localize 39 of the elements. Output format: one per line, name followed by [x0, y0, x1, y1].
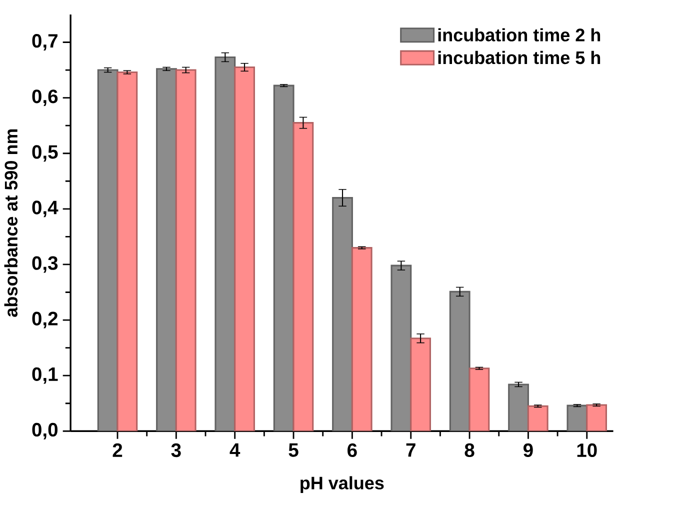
- x-tick-label: 5: [288, 443, 298, 457]
- y-tick-label: 0,3: [32, 256, 58, 273]
- bar: [234, 66, 255, 432]
- bar: [214, 56, 236, 432]
- legend-label: incubation time 2 h: [438, 28, 600, 42]
- y-tick-label: 0,2: [32, 312, 58, 328]
- x-tick-label: 3: [171, 443, 181, 458]
- y-tick-label: 0,0: [32, 422, 58, 440]
- y-tick-label: 0,5: [32, 145, 58, 162]
- bar: [468, 368, 490, 432]
- bar: [527, 405, 548, 432]
- x-tick-label: 2: [112, 443, 122, 457]
- bar: [449, 290, 470, 432]
- bar: [508, 384, 529, 432]
- x-tick-label: 10: [577, 443, 597, 457]
- x-tick-label: 7: [406, 443, 416, 457]
- x-axis-title: pH values: [300, 476, 384, 493]
- bar: [97, 69, 118, 432]
- x-tick-label: 6: [348, 443, 357, 457]
- bar: [292, 122, 314, 432]
- y-tick-label: 0,4: [32, 200, 58, 218]
- bar: [175, 69, 196, 432]
- legend-label: incubation time 5 h: [438, 50, 600, 64]
- bar: [273, 84, 294, 432]
- x-tick-label: 4: [230, 443, 240, 457]
- y-tick-label: 0,7: [32, 34, 58, 50]
- bar: [351, 246, 372, 432]
- x-tick-label: 9: [524, 443, 533, 457]
- bar: [410, 338, 431, 432]
- bar: [586, 404, 608, 432]
- y-tick-label: 0,1: [32, 367, 58, 384]
- y-tick-label: 0,6: [32, 89, 58, 106]
- bar: [390, 264, 412, 432]
- bar: [156, 68, 177, 432]
- bar: [566, 404, 588, 432]
- x-tick-label: 8: [464, 443, 474, 457]
- bar: [116, 71, 138, 432]
- bar: [332, 196, 353, 432]
- y-axis-title: absorbance at 590 nm: [4, 129, 18, 317]
